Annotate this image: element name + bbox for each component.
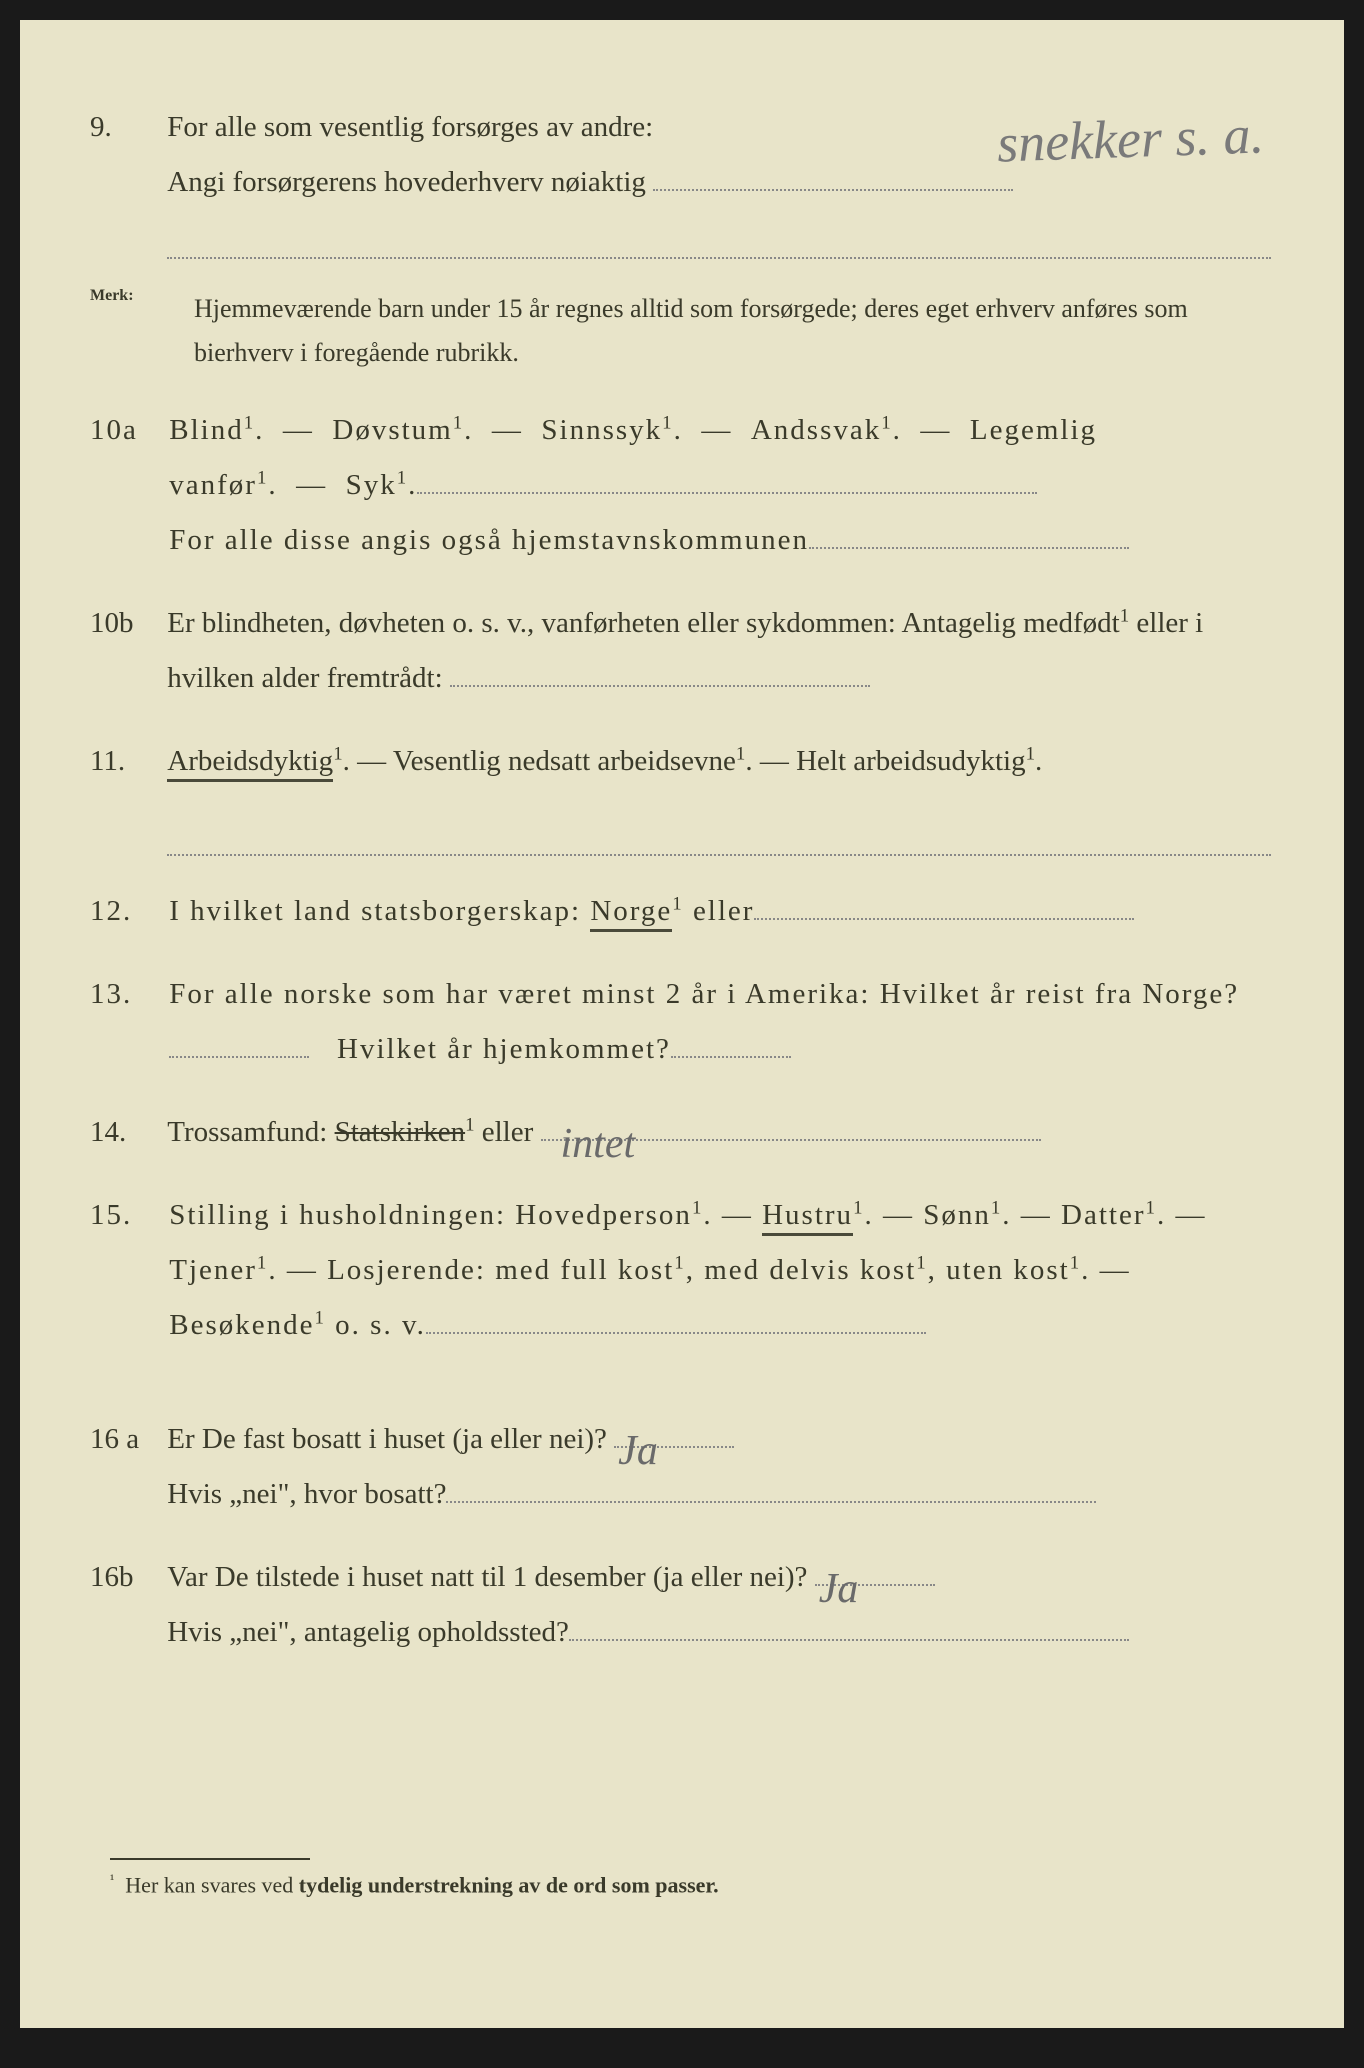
q16a-number: 16 a <box>90 1412 160 1467</box>
q14-struck: Statskirken <box>335 1116 466 1148</box>
q15-body: Stilling i husholdningen: Hovedperson1. … <box>169 1188 1273 1353</box>
q16b-ans: Ja <box>819 1550 859 1630</box>
q9-blank-full <box>167 210 1271 258</box>
q11-rest: 1. — Vesentlig nedsatt arbeidsevne1. — H… <box>333 745 1042 777</box>
q16a-q: Er De fast bosatt i huset (ja eller nei)… <box>167 1423 607 1455</box>
q13-body: For alle norske som har været minst 2 år… <box>169 967 1273 1077</box>
spacer <box>90 1382 1274 1412</box>
question-16b: 16b Var De tilstede i huset natt til 1 d… <box>90 1550 1274 1660</box>
q10b-text: Er blindheten, døvheten o. s. v., vanfør… <box>167 607 1203 694</box>
q15-number: 15. <box>90 1188 160 1243</box>
question-15: 15. Stilling i husholdningen: Hovedperso… <box>90 1188 1274 1353</box>
q13-number: 13. <box>90 967 160 1022</box>
merk-note: Merk: Hjemmeværende barn under 15 år reg… <box>90 287 1274 375</box>
q16b-q: Var De tilstede i huset natt til 1 desem… <box>167 1561 807 1593</box>
q15-blank <box>426 1332 926 1334</box>
q11-opt1-underlined: Arbeidsdyktig <box>167 745 333 782</box>
q10b-blank <box>450 685 870 687</box>
q16a-ans: Ja <box>618 1412 658 1492</box>
q12-post: 1 eller <box>672 895 754 927</box>
q9-blank <box>653 189 1013 191</box>
question-14: 14. Trossamfund: Statskirken1 eller inte… <box>90 1105 1274 1160</box>
document-page: snekker s. a. 9. For alle som vesentlig … <box>20 20 1344 2028</box>
q11-blank <box>167 808 1271 856</box>
q11-number: 11. <box>90 734 160 789</box>
q10a-blank2 <box>809 547 1129 549</box>
footnote-text: ¹ Her kan svares ved tydelig understrekn… <box>110 1872 1010 1898</box>
footnote-marker: ¹ <box>110 1872 114 1888</box>
q14-number: 14. <box>90 1105 160 1160</box>
q13-text1: For alle norske som har været minst 2 år… <box>169 978 1239 1010</box>
q15-pre: Stilling i husholdningen: Hovedperson1. … <box>169 1199 762 1231</box>
merk-label: Merk: <box>90 287 190 305</box>
q16b-sub: Hvis „nei", antagelig opholdssted? <box>167 1616 569 1648</box>
q13-text2: Hvilket år hjemkommet? <box>337 1033 671 1065</box>
q11-body: Arbeidsdyktig1. — Vesentlig nedsatt arbe… <box>167 734 1271 855</box>
q12-pre: I hvilket land statsborgerskap: <box>169 895 590 927</box>
q13-blank1 <box>169 1056 309 1058</box>
q16b-blank: Ja <box>815 1584 935 1586</box>
q10b-body: Er blindheten, døvheten o. s. v., vanfør… <box>167 596 1271 706</box>
q12-norge-underlined: Norge <box>590 895 672 932</box>
q16a-sub: Hvis „nei", hvor bosatt? <box>167 1478 446 1510</box>
q16a-sub-blank <box>446 1501 1096 1503</box>
question-10a: 10a Blind1. — Døvstum1. — Sinnssyk1. — A… <box>90 403 1274 568</box>
q16b-sub-blank <box>569 1639 1129 1641</box>
q16a-body: Er De fast bosatt i huset (ja eller nei)… <box>167 1412 1271 1522</box>
footnote: ¹ Her kan svares ved tydelig understrekn… <box>110 1858 310 1898</box>
question-12: 12. I hvilket land statsborgerskap: Norg… <box>90 884 1274 939</box>
q16b-body: Var De tilstede i huset natt til 1 desem… <box>167 1550 1271 1660</box>
q10a-blank1 <box>417 492 1037 494</box>
q13-blank2 <box>671 1056 791 1058</box>
q10a-body: Blind1. — Døvstum1. — Sinnssyk1. — Andss… <box>169 403 1273 568</box>
question-16a: 16 a Er De fast bosatt i huset (ja eller… <box>90 1412 1274 1522</box>
q16a-blank: Ja <box>614 1446 734 1448</box>
q16b-number: 16b <box>90 1550 160 1605</box>
q10b-number: 10b <box>90 596 160 651</box>
q14-handwritten: intet <box>561 1105 636 1185</box>
q10a-number: 10a <box>90 403 160 458</box>
q14-blank: intet <box>541 1139 1041 1141</box>
q12-blank <box>754 918 1134 920</box>
q9-line2: Angi forsørgerens hovederhverv nøiaktig <box>167 166 646 198</box>
question-10b: 10b Er blindheten, døvheten o. s. v., va… <box>90 596 1274 706</box>
q12-body: I hvilket land statsborgerskap: Norge1 e… <box>169 884 1273 939</box>
q12-number: 12. <box>90 884 160 939</box>
q14-label: Trossamfund: <box>167 1116 334 1148</box>
q14-eller: 1 eller <box>465 1116 533 1148</box>
question-13: 13. For alle norske som har været minst … <box>90 967 1274 1077</box>
handwritten-answer-q9: snekker s. a. <box>996 103 1265 174</box>
q10a-line2: For alle disse angis også hjemstavnskomm… <box>169 524 809 556</box>
question-11: 11. Arbeidsdyktig1. — Vesentlig nedsatt … <box>90 734 1274 855</box>
q9-line1: For alle som vesentlig forsørges av andr… <box>167 111 653 143</box>
q10a-options: Blind1. — Døvstum1. — Sinnssyk1. — Andss… <box>169 414 1097 501</box>
merk-text: Hjemmeværende barn under 15 år regnes al… <box>194 287 1268 375</box>
q15-hustru-underlined: Hustru <box>762 1199 853 1236</box>
q9-number: 9. <box>90 100 160 155</box>
q14-body: Trossamfund: Statskirken1 eller intet <box>167 1105 1271 1160</box>
